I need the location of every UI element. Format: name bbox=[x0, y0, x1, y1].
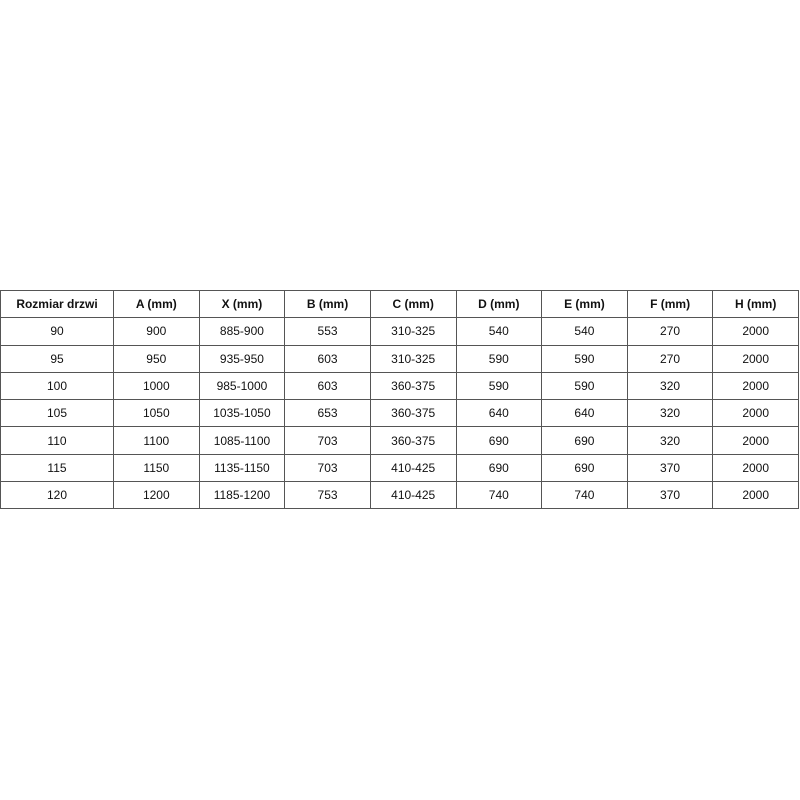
table-cell: 703 bbox=[284, 426, 371, 455]
table-cell: 985-1000 bbox=[198, 371, 286, 401]
column-header: F (mm) bbox=[626, 289, 714, 319]
table-cell: 690 bbox=[455, 426, 543, 455]
table-cell: 590 bbox=[541, 344, 628, 373]
table-cell: 2000 bbox=[712, 344, 799, 373]
table-cell: 320 bbox=[626, 399, 714, 428]
table-row: 90 900 885-900 553 310-325 540 540 270 2000 bbox=[0, 317, 799, 346]
column-header: X (mm) bbox=[198, 289, 286, 319]
table-cell: 590 bbox=[455, 371, 543, 401]
table-cell: 740 bbox=[455, 481, 543, 510]
table-cell: 690 bbox=[541, 426, 628, 455]
table-cell: 410-425 bbox=[369, 481, 457, 510]
table-cell: 590 bbox=[455, 344, 543, 373]
column-header: B (mm) bbox=[284, 289, 371, 319]
table-cell: 540 bbox=[455, 317, 543, 346]
table-cell: 270 bbox=[626, 317, 714, 346]
table-cell: 1150 bbox=[113, 453, 200, 483]
table-cell: 360-375 bbox=[369, 426, 457, 455]
table-row: 120 1200 1185-1200 753 410-425 740 740 370 2000 bbox=[0, 481, 799, 510]
table-cell: 100 bbox=[0, 371, 114, 401]
dimensions-table: Rozmiar drzwi A (mm) X (mm) B (mm) C (mm) D (… bbox=[0, 289, 799, 510]
table-cell: 603 bbox=[284, 344, 371, 373]
table-row: 110 1100 1085-1100 703 360-375 690 690 320 2000 bbox=[0, 426, 799, 455]
table-cell: 603 bbox=[284, 371, 371, 401]
table-cell: 885-900 bbox=[198, 317, 286, 346]
column-header: Rozmiar drzwi bbox=[0, 289, 114, 319]
table-row: 115 1150 1135-1150 703 410-425 690 690 370 2000 bbox=[0, 453, 799, 483]
table-row: 95 950 935-950 603 310-325 590 590 270 2000 bbox=[0, 344, 799, 373]
table-cell: 540 bbox=[541, 317, 628, 346]
table-cell: 2000 bbox=[712, 399, 799, 428]
table-cell: 553 bbox=[284, 317, 371, 346]
table-cell: 640 bbox=[541, 399, 628, 428]
table-cell: 640 bbox=[455, 399, 543, 428]
column-header: C (mm) bbox=[369, 289, 457, 319]
table-cell: 2000 bbox=[712, 453, 799, 483]
header-row: Rozmiar drzwi A (mm) X (mm) B (mm) C (mm) D (… bbox=[0, 289, 799, 319]
column-header: E (mm) bbox=[541, 289, 628, 319]
table-cell: 120 bbox=[0, 481, 114, 510]
table-cell: 740 bbox=[541, 481, 628, 510]
table-cell: 653 bbox=[284, 399, 371, 428]
table-cell: 590 bbox=[541, 371, 628, 401]
table-cell: 900 bbox=[113, 317, 200, 346]
table-cell: 1050 bbox=[113, 399, 200, 428]
table-cell: 1200 bbox=[113, 481, 200, 510]
table-cell: 1000 bbox=[113, 371, 200, 401]
table-cell: 2000 bbox=[712, 371, 799, 401]
table-cell: 115 bbox=[0, 453, 114, 483]
table-cell: 1035-1050 bbox=[198, 399, 286, 428]
table-cell: 310-325 bbox=[369, 344, 457, 373]
table-cell: 90 bbox=[0, 317, 114, 346]
table-cell: 370 bbox=[626, 453, 714, 483]
table-cell: 105 bbox=[0, 399, 114, 428]
table-cell: 2000 bbox=[712, 317, 799, 346]
table-cell: 370 bbox=[626, 481, 714, 510]
table-cell: 1135-1150 bbox=[198, 453, 286, 483]
table-cell: 310-325 bbox=[369, 317, 457, 346]
table-cell: 360-375 bbox=[369, 371, 457, 401]
table-cell: 270 bbox=[626, 344, 714, 373]
table-cell: 753 bbox=[284, 481, 371, 510]
table-cell: 690 bbox=[455, 453, 543, 483]
table-cell: 950 bbox=[113, 344, 200, 373]
table-row: 100 1000 985-1000 603 360-375 590 590 320 2000 bbox=[0, 371, 799, 401]
table-cell: 320 bbox=[626, 426, 714, 455]
table-cell: 703 bbox=[284, 453, 371, 483]
table-cell: 110 bbox=[0, 426, 114, 455]
column-header: A (mm) bbox=[113, 289, 200, 319]
table-cell: 95 bbox=[0, 344, 114, 373]
table-cell: 2000 bbox=[712, 426, 799, 455]
table-cell: 1100 bbox=[113, 426, 200, 455]
table-cell: 320 bbox=[626, 371, 714, 401]
table-row: 105 1050 1035-1050 653 360-375 640 640 320 2000 bbox=[0, 399, 799, 428]
table-cell: 935-950 bbox=[198, 344, 286, 373]
table-cell: 1085-1100 bbox=[198, 426, 286, 455]
table-cell: 690 bbox=[541, 453, 628, 483]
table-cell: 410-425 bbox=[369, 453, 457, 483]
table-cell: 2000 bbox=[712, 481, 799, 510]
column-header: H (mm) bbox=[712, 289, 799, 319]
table-cell: 1185-1200 bbox=[198, 481, 286, 510]
table-cell: 360-375 bbox=[369, 399, 457, 428]
column-header: D (mm) bbox=[455, 289, 543, 319]
